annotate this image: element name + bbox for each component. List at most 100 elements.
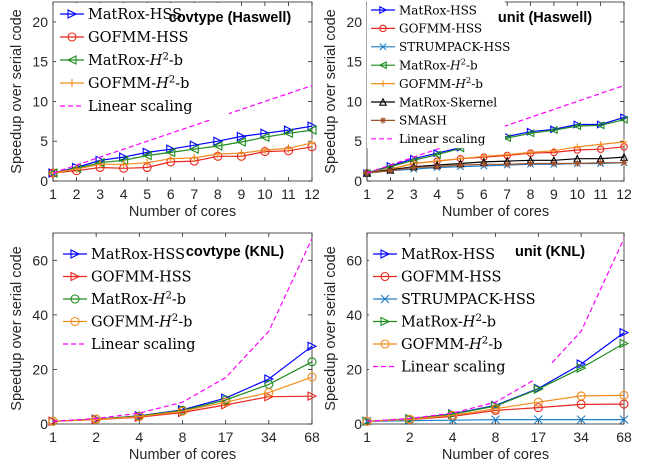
legend-marker: [67, 9, 78, 19]
x-tick-label: 4: [433, 186, 441, 202]
data-point: [166, 144, 176, 155]
legend: MatRox-HSS GOFMM-HSS MatRox-H2-b GOFMM-H2-b…: [59, 243, 234, 358]
data-point: [533, 403, 543, 413]
data-point: [448, 410, 458, 420]
legend-box: [59, 243, 234, 358]
legend-marker: [68, 79, 76, 87]
x-tick-label: 11: [593, 186, 608, 202]
x-tick-label: 34: [261, 429, 277, 445]
data-point: [213, 136, 224, 147]
legend-box: [367, 0, 505, 149]
chart-panel-4: 0 20 40 60 1 2 4 8 17 34 68 Number of cores Speedup …: [323, 232, 632, 463]
data-point: [236, 131, 247, 142]
data-point: [619, 327, 630, 338]
legend-marker: [378, 61, 387, 70]
data-point: [165, 147, 176, 158]
data-point: [620, 138, 628, 146]
series-smash: [363, 159, 628, 177]
data-point: [190, 153, 199, 162]
y-tick-label: 15: [346, 54, 362, 70]
series-line: [366, 84, 625, 174]
y-tick-label: 20: [346, 14, 362, 30]
data-point: [119, 160, 128, 169]
x-axis-label: Number of cores: [129, 204, 236, 220]
data-point: [134, 412, 144, 422]
data-point: [576, 391, 586, 401]
x-tick-label: 8: [214, 186, 222, 202]
x-tick-label: 5: [457, 186, 465, 202]
data-point: [143, 158, 152, 167]
data-point: [410, 164, 417, 171]
chart-title: covtype (KNL): [186, 244, 284, 260]
data-point: [307, 391, 318, 402]
data-point: [49, 169, 57, 178]
legend-box: [56, 3, 229, 120]
data-point: [166, 154, 175, 163]
x-tick-label: 8: [527, 186, 535, 202]
data-point: [142, 147, 153, 158]
x-tick-label: 1: [363, 429, 371, 445]
x-tick-label: 3: [96, 186, 104, 202]
legend-label: Linear scaling: [401, 360, 505, 376]
y-axis-label: Speedup over serial code: [9, 246, 25, 410]
legend-marker: [379, 80, 387, 87]
legend-label: GOFMM-HSS: [91, 270, 191, 286]
data-point: [574, 143, 581, 150]
series-line: [366, 156, 625, 174]
legend-box: [369, 243, 551, 380]
x-tick-label: 2: [73, 186, 81, 202]
series-linear-scaling: [52, 84, 313, 174]
x-tick-label: 1: [49, 186, 57, 202]
legend-marker: [379, 117, 387, 124]
data-point: [549, 125, 558, 135]
legend-label: Linear scaling: [91, 337, 195, 353]
data-point: [259, 132, 270, 143]
data-point: [283, 128, 294, 139]
x-tick-label: 6: [167, 186, 175, 202]
legend-label: MatRox-H2-b: [91, 290, 186, 308]
data-point: [221, 395, 231, 405]
data-point: [189, 144, 199, 155]
legend-label: GOFMM-H2-b: [401, 335, 502, 353]
series-line: [52, 238, 313, 422]
x-tick-label: 68: [304, 429, 320, 445]
data-point: [405, 414, 415, 424]
y-tick-label: 0: [354, 416, 362, 432]
data-point: [264, 388, 274, 398]
x-tick-label: 11: [281, 186, 296, 202]
legend-marker: [379, 5, 388, 15]
data-point: [457, 161, 464, 169]
legend-marker: [70, 249, 81, 259]
legend-label: MatRox-HSS: [401, 247, 495, 263]
series-line: [366, 394, 625, 422]
x-tick-label: 9: [237, 186, 245, 202]
data-point: [490, 401, 501, 411]
legend-label: GOFMM-HSS: [401, 270, 501, 286]
legend-label: GOFMM-HSS: [399, 22, 482, 36]
y-tick-label: 15: [32, 54, 48, 70]
data-point: [620, 113, 629, 122]
legend-marker: [379, 43, 387, 51]
data-point: [574, 160, 581, 167]
x-tick-label: 12: [304, 186, 320, 202]
x-tick-label: 12: [616, 186, 632, 202]
legend-label: Linear scaling: [88, 99, 192, 115]
data-point: [550, 125, 559, 134]
legend-marker: [379, 24, 387, 33]
data-point: [141, 150, 152, 161]
x-axis-label: Number of cores: [442, 204, 549, 220]
series-linear-scaling: [52, 238, 313, 422]
x-tick-label: 4: [449, 429, 457, 445]
legend-label: MatRox-HSS: [88, 7, 182, 23]
data-point: [177, 406, 188, 416]
data-point: [533, 397, 543, 407]
data-point: [619, 399, 629, 409]
y-axis-label: Speedup over serial code: [323, 246, 339, 410]
y-tick-label: 5: [354, 133, 362, 149]
x-tick-label: 8: [179, 429, 187, 445]
data-point: [490, 404, 501, 414]
x-tick-label: 2: [386, 186, 394, 202]
legend-marker: [66, 55, 77, 65]
x-tick-label: 5: [143, 186, 151, 202]
